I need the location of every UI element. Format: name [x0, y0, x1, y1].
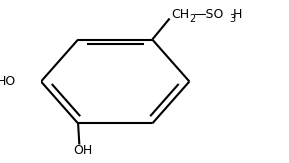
Text: CH: CH: [171, 8, 189, 21]
Text: HO: HO: [0, 75, 16, 88]
Text: OH: OH: [73, 144, 92, 157]
Text: 3: 3: [229, 14, 235, 23]
Text: 2: 2: [189, 14, 196, 23]
Text: —SO: —SO: [194, 8, 224, 21]
Text: H: H: [233, 8, 242, 21]
